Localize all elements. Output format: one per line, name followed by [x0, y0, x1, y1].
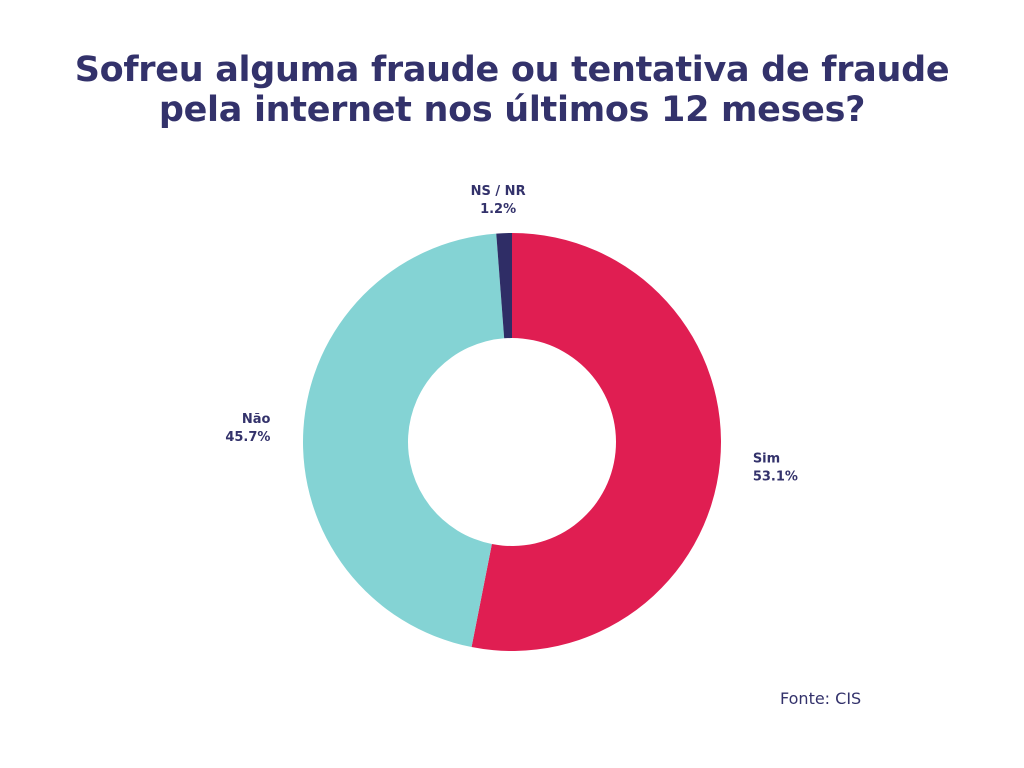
chart-title-line-1: Sofreu alguma fraude ou tentativa de fra… [74, 50, 950, 90]
slice-sim [471, 233, 722, 651]
slice-label-nao: Não [242, 412, 271, 427]
slice-nao [303, 233, 505, 648]
slice-value-ns-nr: 1.2% [480, 202, 516, 217]
slice-label-ns-nr: NS / NR [471, 184, 526, 199]
source-note: Fonte: CIS [780, 689, 862, 708]
slice-label-sim: Sim [753, 451, 780, 466]
slice-ns-nr [496, 233, 512, 339]
chart-title-line-2: pela internet nos últimos 12 meses? [158, 90, 866, 130]
slice-value-nao: 45.7% [225, 430, 270, 445]
chart-title: Sofreu alguma fraude ou tentativa de fra… [0, 50, 1024, 130]
slice-value-sim: 53.1% [753, 469, 798, 484]
